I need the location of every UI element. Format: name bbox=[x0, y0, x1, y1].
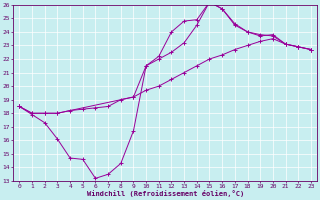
X-axis label: Windchill (Refroidissement éolien,°C): Windchill (Refroidissement éolien,°C) bbox=[86, 190, 244, 197]
